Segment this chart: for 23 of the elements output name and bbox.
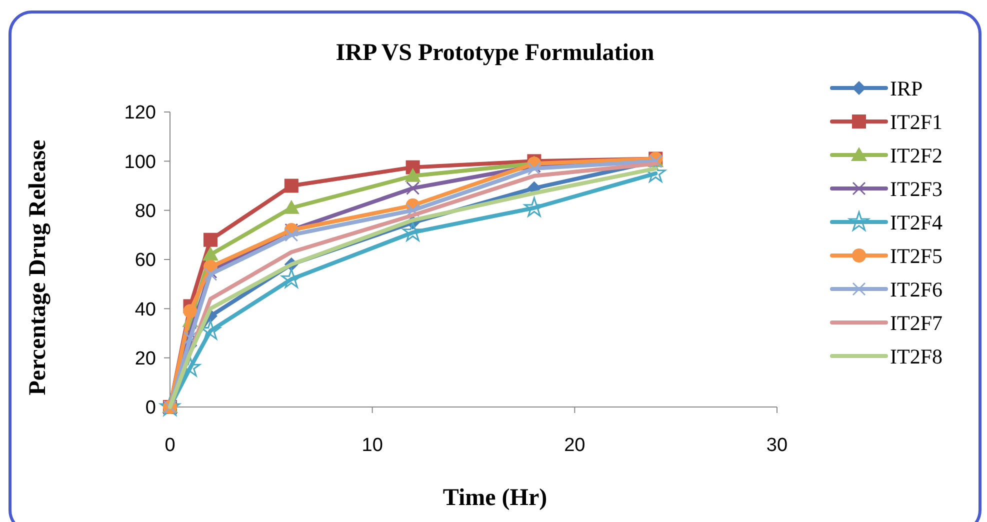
- y-tick-label: 60: [134, 250, 156, 272]
- x-tick-label: 10: [362, 435, 383, 456]
- legend-label: IT2F7: [890, 310, 942, 335]
- y-tick-label: 0: [145, 398, 156, 419]
- y-axis-title: Percentage Drug Release: [25, 139, 51, 396]
- legend-label: IT2F8: [890, 344, 942, 368]
- chart-title: IRP VS Prototype Formulation: [336, 40, 654, 66]
- legend-label: IT2F2: [890, 143, 942, 168]
- x-axis-title: Time (Hr): [442, 485, 548, 511]
- y-tick-label: 80: [134, 200, 156, 222]
- legend-label: IRP: [890, 76, 923, 100]
- legend-label: IT2F5: [890, 244, 942, 268]
- x-tick-label: 0: [164, 435, 176, 456]
- legend-label: IT2F4: [890, 210, 943, 234]
- legend-label: IT2F6: [890, 277, 942, 302]
- legend-label: IT2F3: [890, 176, 942, 201]
- x-tick-label: 30: [766, 435, 788, 456]
- y-tick-label: 40: [134, 299, 156, 320]
- x-tick-label: 20: [564, 435, 586, 456]
- y-tick-label: 20: [134, 348, 156, 370]
- y-tick-label: 100: [124, 152, 156, 173]
- legend-label: IT2F1: [890, 110, 942, 134]
- y-tick-label: 120: [124, 102, 156, 124]
